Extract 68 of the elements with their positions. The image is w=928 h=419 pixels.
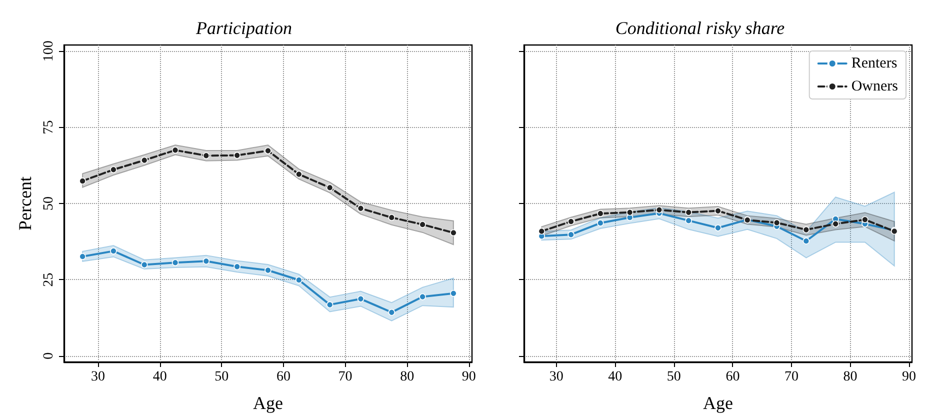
point — [450, 229, 457, 236]
point — [832, 220, 839, 228]
point — [296, 276, 302, 284]
point — [802, 238, 810, 244]
x-tick-label: 60 — [726, 370, 740, 384]
point — [357, 204, 364, 212]
point — [597, 210, 604, 217]
point — [296, 170, 302, 178]
point — [419, 293, 426, 300]
legend-label: Renters — [851, 56, 898, 72]
point — [656, 206, 663, 214]
point — [140, 261, 148, 268]
y-axis-title: Percent — [15, 176, 35, 230]
x-tick-label: 30 — [549, 370, 564, 384]
point — [862, 216, 868, 224]
point — [140, 156, 148, 164]
point — [326, 184, 334, 192]
chart-title: Conditional risky share — [615, 18, 785, 38]
point — [172, 146, 179, 154]
y-tick-label: 25 — [42, 272, 56, 287]
x-tick-label: 60 — [276, 370, 290, 384]
x-tick-label: 30 — [91, 370, 105, 384]
x-tick-label: 70 — [784, 370, 798, 384]
point — [234, 152, 240, 159]
point — [172, 259, 179, 266]
x-tick-label: 40 — [608, 370, 622, 384]
x-axis-title: Age — [253, 393, 283, 413]
point — [110, 248, 117, 254]
point — [685, 208, 692, 216]
point — [714, 224, 722, 232]
point — [450, 290, 457, 297]
chart-title: Participation — [195, 18, 292, 38]
legend-label: Owners — [851, 78, 898, 94]
x-tick-label: 80 — [400, 370, 414, 384]
point — [802, 226, 810, 234]
point — [264, 147, 272, 154]
y-tick-label: 0 — [42, 352, 56, 360]
x-tick-label: 70 — [338, 370, 352, 384]
point — [568, 231, 574, 238]
point — [110, 166, 117, 174]
point — [714, 207, 722, 214]
x-tick-label: 40 — [152, 370, 167, 384]
point — [202, 152, 210, 160]
point — [202, 258, 210, 265]
point — [626, 208, 634, 216]
y-tick-label: 50 — [42, 196, 56, 210]
x-tick-label: 50 — [666, 370, 681, 384]
y-tick-label: 100 — [42, 40, 56, 62]
point — [357, 296, 364, 302]
point — [234, 263, 240, 270]
point — [419, 221, 426, 228]
point — [388, 214, 396, 221]
point — [685, 217, 692, 224]
point — [264, 266, 272, 274]
point — [326, 301, 334, 308]
x-tick-label: 90 — [902, 370, 916, 384]
point — [79, 253, 86, 260]
point — [597, 220, 604, 226]
x-tick-label: 50 — [214, 370, 229, 384]
point — [773, 219, 780, 226]
y-tick-label: 75 — [42, 120, 56, 134]
point — [538, 228, 546, 235]
x-tick-label: 90 — [462, 370, 476, 384]
x-axis-title: Age — [703, 393, 733, 413]
point — [388, 308, 396, 316]
point — [568, 218, 574, 225]
x-tick-label: 80 — [843, 370, 858, 384]
point — [79, 178, 86, 184]
